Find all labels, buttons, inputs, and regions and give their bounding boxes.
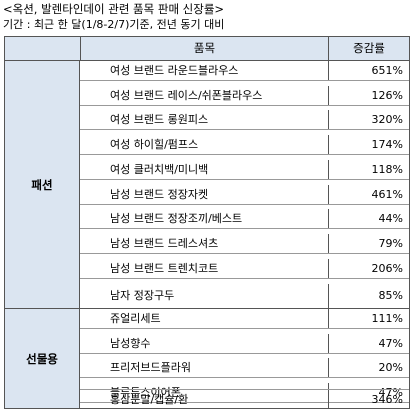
table-row: 여성 브랜드 레이스/쉬폰블라우스 126% [80, 86, 409, 106]
item-name: 홍삼분말/캡슐/환 [80, 390, 329, 409]
table-row: 여성 하이힐/펌프스 174% [80, 135, 409, 155]
item-rate: 118% [371, 163, 403, 176]
table-row: 여성 브랜드 롱원피스 320% [80, 110, 409, 130]
item-rate: 47% [378, 337, 403, 350]
table-row: 남성 브랜드 트렌치코트 206% [80, 259, 409, 279]
item-name: 여성 클러치백/미니백 [80, 160, 329, 179]
item-name: 남성 브랜드 정장조끼/베스트 [80, 209, 329, 228]
header-item: 품목 [80, 37, 329, 60]
item-rate: 126% [371, 89, 403, 102]
table-row: 남성 브랜드 드레스셔츠 79% [80, 234, 409, 254]
sales-growth-table: 품목 증감률 패션 여성 브랜드 라운드블라우스 651% 여성 브랜드 레이스… [4, 36, 410, 409]
item-name: 여성 브랜드 라운드블라우스 [80, 61, 329, 80]
item-rate: 111% [371, 312, 403, 325]
table-row: 남성 브랜드 정장자켓 461% [80, 185, 409, 205]
item-rate: 44% [378, 212, 403, 225]
item-name: 여성 브랜드 레이스/쉬폰블라우스 [80, 86, 329, 105]
item-name: 여성 하이힐/펌프스 [80, 135, 329, 154]
item-rate: 320% [371, 113, 403, 126]
header-rate: 증감률 [353, 41, 385, 55]
table-row: 여성 브랜드 라운드블라우스 651% [80, 61, 409, 81]
item-rate: 651% [371, 64, 403, 77]
table-header: 품목 증감률 [5, 37, 409, 61]
item-name: 쥬얼리세트 [80, 309, 329, 328]
period-note: 기간 : 최근 한 달(1/8-2/7)기준, 전년 동기 대비 [3, 18, 225, 31]
table-row: 프리저브드플라워 20% [80, 358, 409, 378]
table-row: 남성향수 47% [80, 334, 409, 354]
document-title: <옥션, 발렌타인데이 관련 품목 판매 신장률> [3, 2, 225, 16]
item-name: 남성 브랜드 트렌치코트 [80, 259, 329, 278]
table-row: 쥬얼리세트 111% [80, 309, 409, 329]
table-row: 남성 브랜드 정장조끼/베스트 44% [80, 209, 409, 229]
group-label-fashion: 패션 [5, 61, 80, 309]
item-rate: 20% [378, 361, 403, 374]
table-row: 남자 정장구두 85% [80, 284, 409, 309]
table-row: 홍삼분말/캡슐/환 346% [80, 389, 409, 409]
item-name: 남자 정장구두 [80, 284, 329, 308]
item-rate: 346% [371, 393, 403, 406]
item-rate: 85% [378, 289, 403, 302]
item-name: 남성 브랜드 드레스셔츠 [80, 234, 329, 253]
item-rate: 461% [371, 188, 403, 201]
group-label-gift: 선물용 [5, 309, 80, 408]
item-rate: 79% [378, 237, 403, 250]
item-rate: 206% [371, 262, 403, 275]
item-name: 프리저브드플라워 [80, 358, 329, 377]
item-name: 남성향수 [80, 334, 329, 353]
item-name: 여성 브랜드 롱원피스 [80, 110, 329, 129]
item-rate: 174% [371, 138, 403, 151]
table-row: 여성 클러치백/미니백 118% [80, 160, 409, 180]
item-name: 남성 브랜드 정장자켓 [80, 185, 329, 204]
